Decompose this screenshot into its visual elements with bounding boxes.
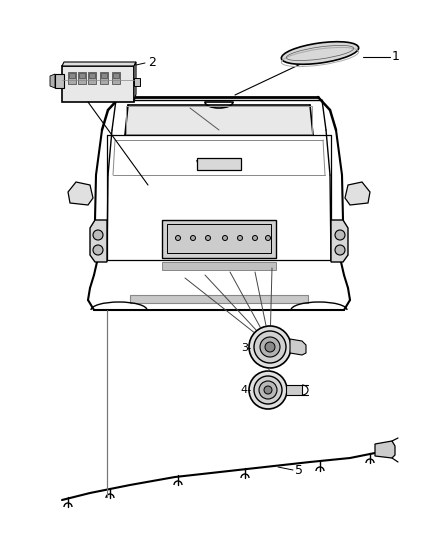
Bar: [113, 73, 119, 78]
Text: 3: 3: [241, 343, 248, 353]
Circle shape: [260, 337, 280, 357]
Circle shape: [191, 236, 195, 240]
Bar: [167, 224, 271, 253]
Bar: [162, 220, 276, 258]
Bar: [69, 73, 75, 78]
Polygon shape: [90, 220, 107, 262]
Polygon shape: [290, 339, 306, 355]
Polygon shape: [345, 182, 370, 205]
Circle shape: [265, 342, 275, 352]
Text: 5: 5: [295, 464, 303, 477]
Circle shape: [237, 236, 243, 240]
Bar: [62, 66, 134, 102]
Text: 1: 1: [392, 51, 400, 63]
Bar: [101, 73, 107, 78]
Bar: [126, 106, 312, 134]
Circle shape: [223, 236, 227, 240]
Bar: [88, 72, 96, 84]
Bar: [78, 72, 86, 84]
Polygon shape: [62, 62, 136, 66]
Polygon shape: [331, 220, 348, 262]
Circle shape: [249, 371, 287, 409]
Text: 2: 2: [148, 55, 156, 69]
Circle shape: [249, 326, 291, 368]
Circle shape: [252, 236, 258, 240]
Circle shape: [205, 236, 211, 240]
Bar: [286, 385, 302, 395]
Bar: [130, 295, 308, 303]
Bar: [55, 74, 64, 88]
Bar: [68, 72, 76, 84]
Ellipse shape: [281, 42, 359, 64]
Polygon shape: [68, 182, 93, 205]
Circle shape: [259, 381, 277, 399]
Circle shape: [93, 230, 103, 240]
Bar: [100, 72, 108, 84]
Polygon shape: [126, 106, 312, 134]
Circle shape: [254, 331, 286, 363]
Bar: [197, 158, 241, 170]
Circle shape: [264, 386, 272, 394]
Bar: [89, 73, 95, 78]
Circle shape: [265, 236, 271, 240]
Bar: [162, 262, 276, 270]
Bar: [79, 73, 85, 78]
Polygon shape: [50, 74, 55, 88]
Circle shape: [335, 245, 345, 255]
Circle shape: [254, 376, 282, 404]
Circle shape: [335, 230, 345, 240]
Bar: [134, 78, 140, 86]
Polygon shape: [134, 62, 136, 102]
Circle shape: [176, 236, 180, 240]
Text: 4: 4: [241, 385, 248, 395]
Bar: [112, 72, 120, 84]
Circle shape: [93, 245, 103, 255]
Polygon shape: [375, 441, 395, 458]
